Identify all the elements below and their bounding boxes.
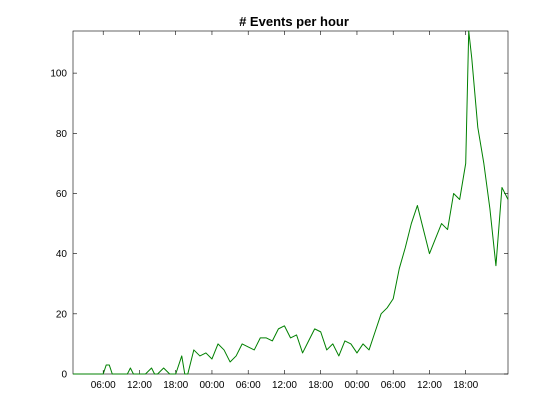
x-tick-label: 18:00 (308, 380, 333, 391)
y-tick-label: 60 (56, 189, 68, 200)
x-tick-label: 18:00 (453, 380, 478, 391)
x-tick-label: 06:00 (236, 380, 261, 391)
x-tick-label: 06:00 (91, 380, 116, 391)
y-axis: 0 20 40 60 80 100 (50, 69, 508, 381)
x-tick-label: 12:00 (417, 380, 442, 391)
y-tick-label: 40 (56, 249, 68, 260)
x-tick-label: 06:00 (381, 380, 406, 391)
x-tick-label: 18:00 (163, 380, 188, 391)
plot-frame (72, 30, 509, 375)
y-tick-label: 100 (50, 69, 67, 80)
y-tick-label: 0 (61, 370, 67, 381)
series-group (73, 30, 509, 375)
chart-title: # Events per hour (239, 14, 349, 29)
x-tick-label: 00:00 (199, 380, 224, 391)
x-tick-label: 12:00 (272, 380, 297, 391)
x-tick-label: 00:00 (344, 380, 369, 391)
x-axis: 06:00 12:00 18:00 00:00 06:00 12:00 18:00 00:00… (91, 31, 479, 391)
series-line (73, 30, 509, 375)
y-tick-label: 20 (56, 309, 68, 320)
x-tick-label: 12:00 (127, 380, 152, 391)
y-tick-label: 80 (56, 129, 68, 140)
